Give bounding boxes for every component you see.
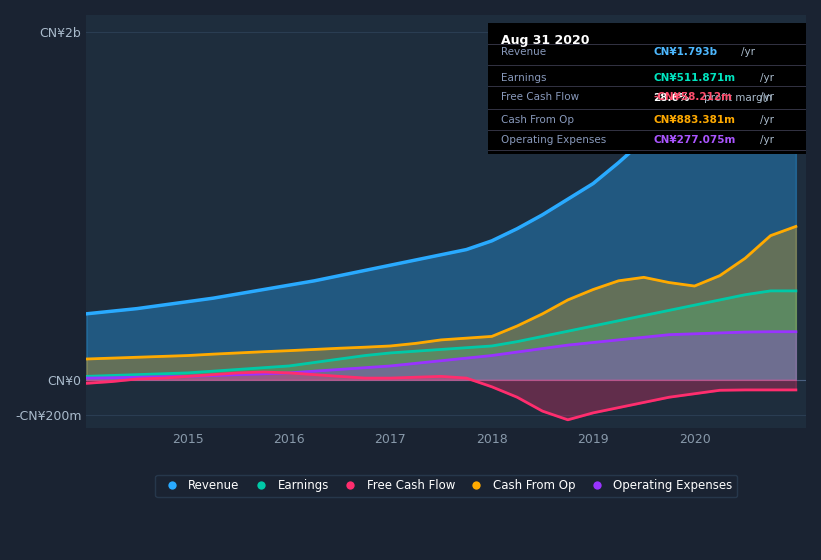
Legend: Revenue, Earnings, Free Cash Flow, Cash From Op, Operating Expenses: Revenue, Earnings, Free Cash Flow, Cash … (155, 474, 737, 497)
